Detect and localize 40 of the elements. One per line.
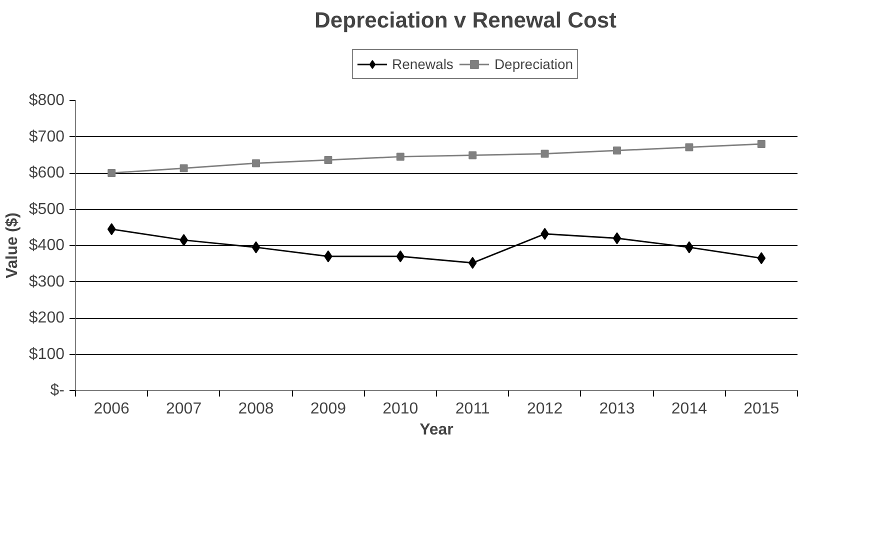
x-tick-label: 2007: [166, 400, 202, 418]
y-tick-label: $300: [28, 273, 65, 290]
point: [757, 252, 766, 264]
x-tick-label: 2015: [744, 400, 780, 418]
y-tick-label: $500: [28, 200, 65, 218]
y-tick-label: $200: [28, 310, 65, 326]
point: [107, 223, 116, 236]
legend-label: Depreciation: [494, 56, 574, 72]
point: [613, 146, 621, 155]
y-tick-label: $400: [28, 237, 65, 254]
point: [468, 256, 477, 269]
y-tick-label: $100: [28, 346, 65, 363]
x-tick-label: 2008: [238, 400, 274, 418]
point: [108, 169, 116, 177]
point: [396, 250, 405, 262]
y-tick-label: $600: [28, 164, 65, 182]
chart-title: Depreciation v Renewal Cost: [314, 8, 618, 32]
x-tick-label: 2011: [455, 400, 490, 418]
point: [180, 164, 188, 172]
x-tick-label: 2009: [310, 400, 346, 418]
point: [685, 143, 694, 152]
point: [324, 156, 332, 164]
legend-label: Renewals: [392, 56, 454, 72]
y-tick-label: $-: [50, 382, 65, 399]
x-tick-label: 2006: [94, 400, 130, 418]
point: [757, 140, 766, 148]
x-tick-label: 2013: [599, 400, 635, 418]
y-axis-title: Value ($): [4, 212, 21, 278]
point: [468, 151, 477, 160]
point: [396, 152, 404, 161]
point: [252, 241, 260, 254]
point: [540, 150, 549, 158]
x-tick-label: 2014: [671, 400, 708, 418]
point: [252, 159, 260, 168]
y-tick-label: $800: [28, 92, 65, 109]
y-tick-label: $700: [28, 128, 65, 146]
point: [612, 232, 622, 244]
x-axis-title: Year: [420, 422, 454, 438]
x-tick-label: 2010: [382, 400, 418, 418]
x-tick-label: 2012: [527, 400, 563, 418]
